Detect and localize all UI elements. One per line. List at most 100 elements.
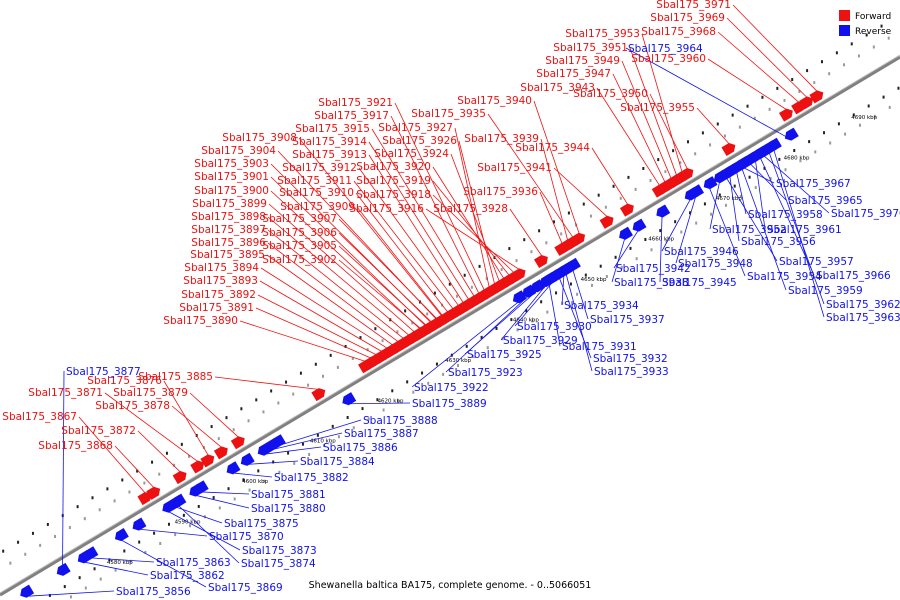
guide-dot bbox=[599, 264, 602, 268]
reverse-gene-label: Sbal175_3874 bbox=[241, 558, 316, 570]
guide-dot bbox=[680, 230, 683, 234]
reverse-leader-line bbox=[445, 295, 529, 373]
reverse-gene bbox=[512, 290, 527, 304]
guide-dot bbox=[695, 221, 698, 225]
forward-leader-line bbox=[338, 245, 427, 326]
guide-dot bbox=[808, 140, 811, 144]
guide-dot bbox=[835, 51, 838, 55]
guide-dot bbox=[724, 203, 727, 207]
forward-leader-line bbox=[267, 229, 405, 340]
guide-dot bbox=[701, 131, 704, 135]
guide-dot bbox=[553, 220, 556, 224]
reverse-gene-shape bbox=[690, 184, 705, 198]
forward-leader-line bbox=[726, 17, 808, 99]
guide-dot bbox=[2, 549, 5, 553]
reverse-leader-line bbox=[743, 167, 775, 184]
guide-dot bbox=[78, 576, 81, 580]
reverse-gene-label: Sbal175_3888 bbox=[363, 415, 438, 427]
reverse-gene-label: Sbal175_3887 bbox=[344, 428, 419, 440]
guide-dot bbox=[404, 309, 407, 313]
forward-gene-label: Sbal175_3920 bbox=[356, 161, 431, 173]
legend-forward-label: Forward bbox=[855, 12, 891, 22]
forward-gene-label: Sbal175_3899 bbox=[192, 198, 267, 210]
reverse-leader-line bbox=[411, 301, 519, 388]
reverse-gene bbox=[172, 493, 187, 507]
reverse-gene-label: Sbal175_3856 bbox=[116, 586, 191, 598]
reverse-gene-label: Sbal175_3934 bbox=[564, 300, 639, 312]
reverse-gene-label: Sbal175_3922 bbox=[414, 382, 489, 394]
reverse-gene-shape bbox=[257, 442, 272, 456]
forward-gene bbox=[213, 446, 228, 460]
reverse-gene-label: Sbal175_3870 bbox=[209, 531, 284, 543]
guide-dot bbox=[247, 419, 250, 423]
forward-leader-line bbox=[458, 140, 496, 285]
guide-dot bbox=[545, 241, 548, 245]
guide-dot bbox=[555, 291, 558, 295]
guide-dot bbox=[525, 309, 528, 313]
forward-gene-label: Sbal175_3907 bbox=[262, 213, 337, 225]
reverse-gene-label: Sbal175_3932 bbox=[593, 353, 668, 365]
forward-gene bbox=[679, 168, 694, 182]
forward-gene-label: Sbal175_3949 bbox=[545, 55, 620, 67]
guide-dot bbox=[746, 104, 749, 108]
reverse-gene-label: Sbal175_3869 bbox=[208, 582, 283, 594]
forward-gene bbox=[619, 203, 634, 217]
forward-gene-shape bbox=[311, 388, 326, 402]
guide-dot bbox=[867, 104, 870, 108]
forward-leader-line bbox=[266, 254, 394, 346]
forward-gene-label: Sbal175_3915 bbox=[295, 123, 370, 135]
reverse-gene-label: Sbal175_3948 bbox=[678, 258, 753, 270]
reverse-gene bbox=[560, 261, 575, 275]
forward-leader-line bbox=[641, 33, 683, 173]
guide-dot bbox=[515, 259, 518, 263]
guide-dot bbox=[227, 487, 230, 491]
reverse-leader-line bbox=[138, 528, 208, 537]
forward-gene-shape bbox=[679, 168, 694, 182]
guide-dot bbox=[9, 561, 12, 565]
forward-gene-shape bbox=[619, 203, 634, 217]
forward-gene bbox=[809, 90, 824, 104]
forward-gene-label: Sbal175_3971 bbox=[656, 0, 731, 11]
guide-dot bbox=[351, 356, 354, 360]
guide-dot bbox=[463, 273, 466, 277]
guide-dot bbox=[589, 214, 592, 218]
forward-leader-line bbox=[612, 73, 666, 183]
forward-gene bbox=[358, 360, 372, 374]
guide-dot bbox=[153, 531, 156, 535]
forward-gene bbox=[230, 436, 245, 450]
guide-dot bbox=[510, 318, 513, 322]
guide-dot bbox=[456, 363, 459, 367]
guide-dot bbox=[433, 291, 436, 295]
guide-dot bbox=[129, 559, 132, 563]
tick-label: 4590 kbp bbox=[175, 520, 201, 526]
forward-gene-label: Sbal175_3897 bbox=[191, 224, 266, 236]
guide-dot bbox=[263, 479, 266, 483]
guide-dot bbox=[24, 552, 27, 556]
guide-dot bbox=[285, 380, 288, 384]
guide-dot bbox=[292, 392, 295, 396]
guide-dot bbox=[471, 355, 474, 359]
forward-gene-label: Sbal175_3939 bbox=[464, 133, 539, 145]
forward-gene bbox=[190, 460, 205, 474]
reverse-leader-line bbox=[625, 47, 791, 140]
reverse-leader-line bbox=[270, 432, 343, 451]
forward-leader-line bbox=[432, 166, 505, 280]
forward-gene-label: Sbal175_3921 bbox=[318, 97, 393, 109]
reverse-gene bbox=[20, 584, 35, 598]
guide-dot bbox=[278, 470, 281, 474]
forward-leader-line bbox=[358, 167, 460, 307]
guide-dot bbox=[709, 143, 712, 147]
forward-leader-line bbox=[553, 167, 609, 218]
reverse-gene bbox=[656, 204, 671, 218]
guide-dot bbox=[113, 499, 116, 503]
guide-dot bbox=[217, 437, 220, 441]
guide-dot bbox=[844, 132, 847, 136]
forward-gene-label: Sbal175_3912 bbox=[282, 162, 357, 174]
forward-gene-shape bbox=[172, 471, 187, 485]
reverse-gene-label: Sbal175_3886 bbox=[323, 442, 398, 454]
reverse-leader-line bbox=[661, 198, 691, 252]
forward-gene bbox=[200, 454, 215, 468]
legend-forward-swatch bbox=[839, 10, 850, 21]
reverse-gene bbox=[226, 461, 241, 475]
forward-leader-line bbox=[540, 138, 569, 242]
